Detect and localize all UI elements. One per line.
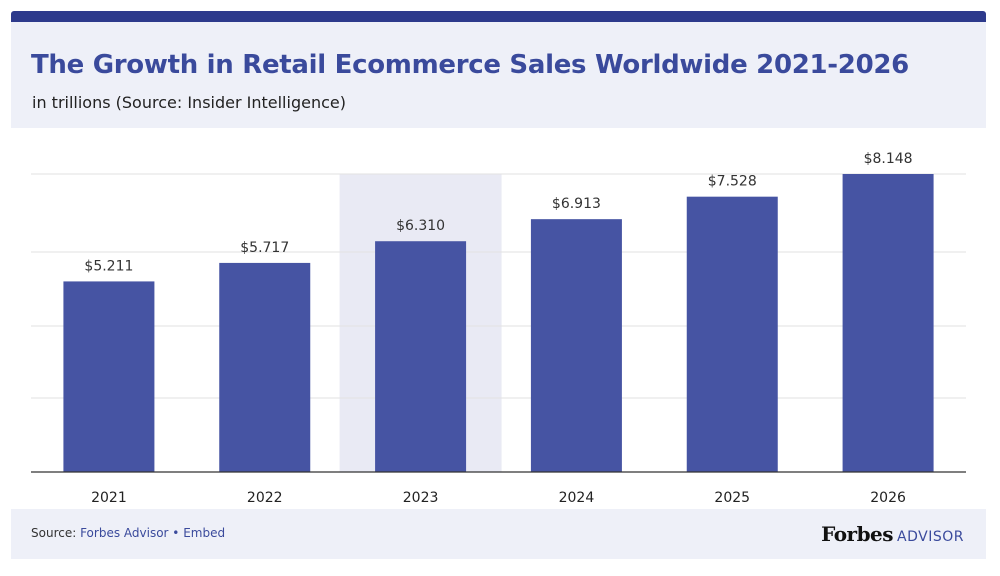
bar-2023 <box>375 241 467 472</box>
x-tick-label-2021: 2021 <box>91 490 127 506</box>
chart-area: $5.211 2021 $5.717 2022 $6.310 2023 $6.913 2024… <box>11 128 986 521</box>
bar-chart: $5.211 2021 $5.717 2022 $6.310 2023 $6.913 2024… <box>31 151 966 506</box>
chart-subtitle: in trillions (Source: Insider Intelligen… <box>32 93 346 112</box>
embed-link[interactable]: Embed <box>183 526 226 540</box>
data-label-2023: $6.310 <box>396 218 445 234</box>
chart-footer: Source: Forbes Advisor • Embed Forbes ADV… <box>11 509 986 559</box>
bar-2026 <box>842 174 934 472</box>
bar-2025 <box>686 196 778 472</box>
x-tick-label-2025: 2025 <box>714 490 750 506</box>
chart-card: The Growth in Retail Ecommerce Sales Wor… <box>11 11 986 559</box>
bar-2021 <box>63 281 155 472</box>
brand-name: Forbes <box>821 522 894 546</box>
bar-2024 <box>530 219 622 472</box>
data-label-2024: $6.913 <box>552 196 601 212</box>
x-tick-label-2023: 2023 <box>403 490 439 506</box>
brand-suffix: ADVISOR <box>897 529 964 545</box>
bar-2022 <box>219 262 311 472</box>
data-label-2021: $5.211 <box>84 258 133 274</box>
forbes-advisor-logo[interactable]: Forbes ADVISOR <box>821 522 964 546</box>
chart-title: The Growth in Retail Ecommerce Sales Wor… <box>31 50 909 80</box>
x-tick-label-2026: 2026 <box>870 490 906 506</box>
source-separator: • <box>168 526 184 540</box>
source-prefix: Source: <box>31 526 81 540</box>
data-label-2025: $7.528 <box>708 174 757 190</box>
chart-header: The Growth in Retail Ecommerce Sales Wor… <box>11 22 986 128</box>
x-tick-label-2024: 2024 <box>559 490 595 506</box>
data-label-2026: $8.148 <box>864 151 913 167</box>
top-accent-bar <box>11 11 986 22</box>
source-line: Source: Forbes Advisor • Embed <box>31 526 225 540</box>
source-link[interactable]: Forbes Advisor <box>80 526 169 540</box>
data-label-2022: $5.717 <box>240 240 289 256</box>
x-tick-label-2022: 2022 <box>247 490 283 506</box>
